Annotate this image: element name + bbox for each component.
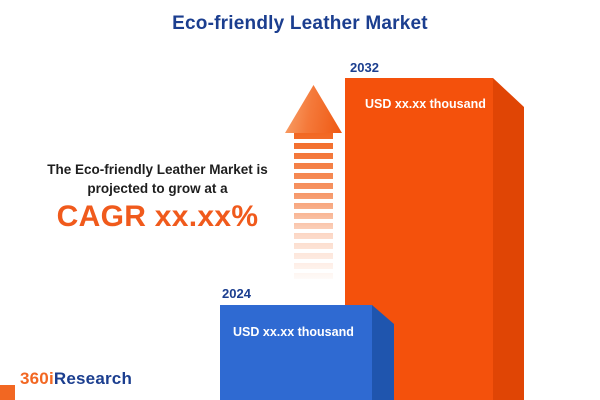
logo-360i: 360i <box>20 369 54 388</box>
bar-2024-year-label: 2024 <box>222 286 251 301</box>
description: The Eco-friendly Leather Market is proje… <box>15 160 300 233</box>
cagr-value: CAGR xx.xx% <box>56 200 259 233</box>
bar-2032-side-face <box>493 78 524 400</box>
logo: 360iResearch <box>20 369 132 389</box>
growth-arrow-shaft <box>294 133 333 279</box>
page-title: Eco-friendly Leather Market <box>172 13 428 34</box>
bar-2032-year-label: 2032 <box>350 60 379 75</box>
bar-2024-value-label: USD xx.xx thousand <box>233 325 354 339</box>
bar-2024 <box>220 305 372 400</box>
description-line2: projected to grow at a <box>87 181 228 196</box>
logo-research: Research <box>53 369 133 388</box>
description-line1: The Eco-friendly Leather Market is <box>47 162 268 177</box>
bar-2032-value-label: USD xx.xx thousand <box>365 97 486 111</box>
bar-2024-side-face <box>372 305 394 400</box>
corner-accent-square <box>0 385 15 400</box>
growth-arrow-icon <box>285 85 342 133</box>
